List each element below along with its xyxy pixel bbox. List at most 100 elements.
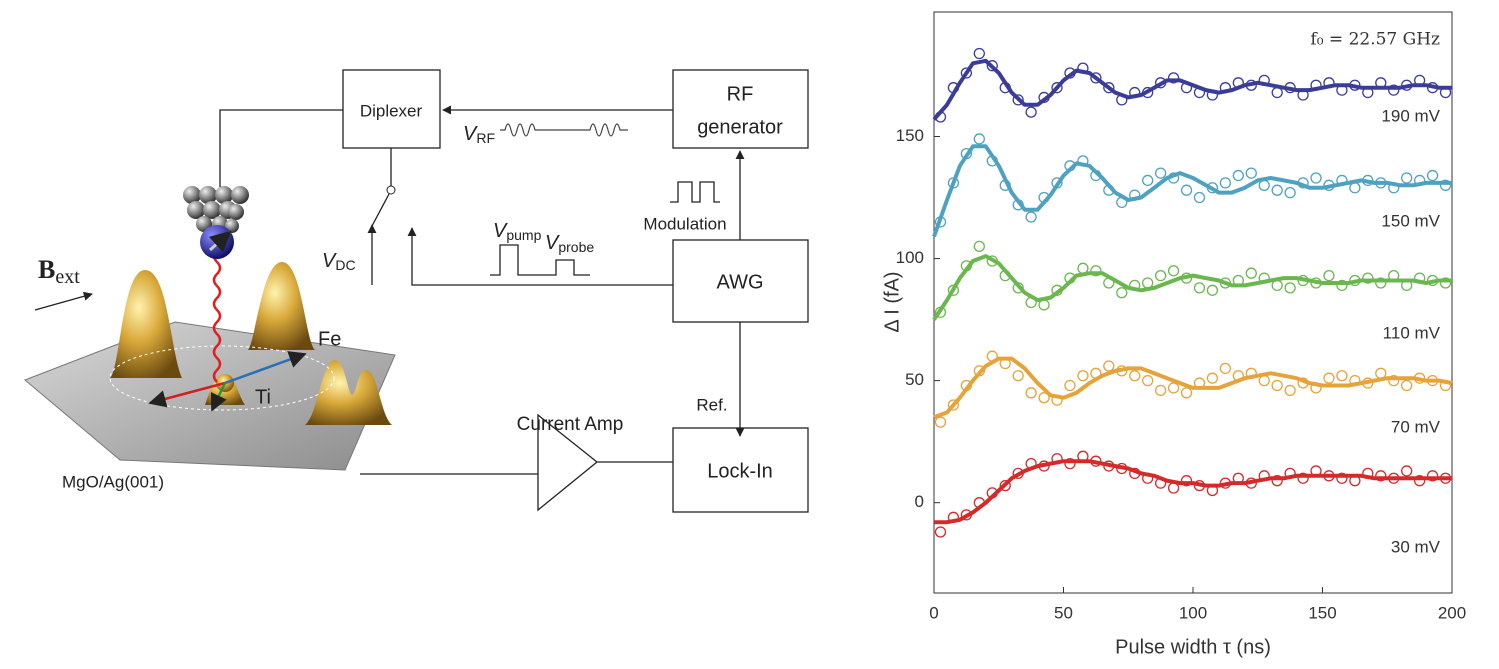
data-point [1025,387,1037,399]
x-tick-label: 0 [929,603,938,622]
data-point [1232,169,1244,182]
data-point [1180,387,1193,399]
field-arrow [34,291,93,311]
v-pump-label: Vpump [493,220,542,242]
field-base: B [38,255,55,284]
data-point [1401,465,1413,477]
data-point [1284,186,1296,199]
y-tick-label: 100 [896,248,924,267]
data-point [1142,374,1154,387]
series-label: 110 mV [1383,323,1441,342]
y-tick-label: 50 [905,370,924,389]
data-point [1297,472,1309,484]
series-label: 30 mV [1391,537,1441,556]
data-point [1401,379,1413,392]
x-tick-label: 50 [1054,603,1073,622]
data-point [1413,475,1426,487]
fit-line [934,459,1452,525]
data-point [999,479,1011,492]
data-point [1271,184,1283,196]
schematic: Diplexer RF generator AWG Lock-In Curren… [24,69,809,513]
data-point [1180,475,1193,487]
v-dc-label: VDC [322,250,356,272]
data-point [1401,172,1413,184]
y-axis-title: Δ I (fA) [881,271,903,332]
data-point [1116,287,1128,299]
x-tick-label: 100 [1179,603,1207,622]
rf-generator-label: RF [727,83,754,105]
fit-line [932,254,1452,321]
series-label: 70 mV [1391,417,1441,436]
y-tick-label: 0 [915,492,924,511]
v-base: V [322,250,337,272]
data-point [1206,372,1219,384]
data-point [1323,372,1335,384]
fe-label: Fe [318,328,341,350]
data-point [1219,362,1232,375]
data-point [1245,167,1257,179]
data-point [1284,282,1296,294]
data-point [1012,370,1024,382]
rf-waveform [500,123,628,137]
green-arrow [210,382,227,412]
awg-label: AWG [716,271,763,293]
data-point [1439,179,1452,191]
data-point [1064,379,1076,392]
red-arrow [148,381,226,408]
data-point [947,399,960,411]
data-point [1193,191,1206,204]
data-point [1090,265,1102,277]
data-point [1245,267,1257,279]
data-point [1310,172,1322,184]
data-point [1038,392,1050,404]
data-point [1323,269,1335,282]
data-point [1206,284,1219,296]
v-base: V [545,232,560,254]
x-tick-label: 200 [1438,603,1466,622]
data-point [1077,370,1089,382]
data-point [973,240,985,253]
data-point [934,526,947,538]
data-point [1025,211,1037,223]
data-point [1426,470,1439,482]
data-point [986,60,998,72]
fit-line [933,356,1453,420]
fe-atom-peak [248,262,315,350]
switch [371,193,390,227]
data-point [1167,265,1180,277]
data-point [1219,177,1232,189]
v-sub: DC [335,257,355,273]
current-amp-label: Current Amp [517,414,624,435]
data-point [1142,174,1154,187]
spin-coupling-wave [212,237,222,383]
modulation-waveform [670,181,720,203]
fit-line [932,58,1452,121]
tip-spin-arrow [208,230,232,253]
data-point [1336,472,1348,484]
data-point [973,133,985,145]
wire [219,109,343,187]
data-point [1388,374,1400,387]
modulation-label: Modulation [643,214,726,233]
amplifier-triangle [537,413,599,512]
chart: f₀ = 22.57 GHz Pulse width τ (ns) Δ I (f… [881,11,1466,658]
plot-frame [933,11,1453,594]
data-point [1271,379,1283,392]
rf-generator-box [672,69,809,149]
switch-pivot [386,185,396,195]
x-axis-title: Pulse width τ (ns) [1115,636,1271,658]
field-sub: ext [55,266,80,288]
v-base: V [493,220,508,242]
data-point [1129,370,1141,382]
data-point [1193,282,1206,294]
v-sub: pump [506,227,541,243]
data-point [1154,269,1167,282]
x-tick-label: 150 [1308,603,1336,622]
data-point [1375,277,1387,289]
v-base: V [463,123,478,145]
data-point [1154,167,1167,179]
data-point [934,416,947,428]
ti-label: Ti [255,386,271,408]
data-point [1167,72,1180,84]
